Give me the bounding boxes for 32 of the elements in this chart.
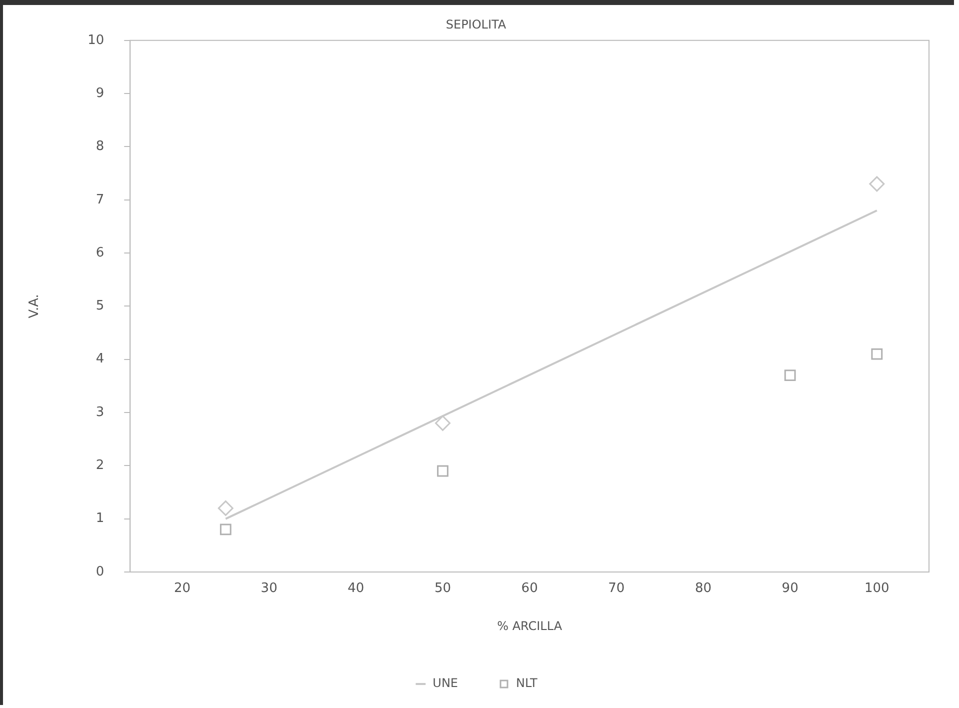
y-tick-label: 0 [96,564,104,580]
y-axis-title: V.A. [27,294,42,318]
point [871,348,883,360]
y-tick-label: 10 [88,32,104,48]
y-tick-label: 6 [96,245,104,260]
legend-label: UNE [432,676,458,690]
y-tick-label: 5 [96,298,104,314]
y-tick-label: 9 [96,86,104,101]
x-tick-label: 20 [174,581,191,596]
x-axis-title: % ARCILLA [497,618,563,633]
y-tick-label: 7 [96,192,104,208]
point [784,370,796,382]
x-tick-label: 100 [864,581,890,596]
y-tick-label: 8 [96,139,104,154]
x-tick-label: 40 [348,581,364,596]
point [437,465,448,477]
point [434,415,450,431]
x-tick-label: 50 [434,581,452,596]
x-tick-label: 30 [260,581,278,596]
legend-label: NLT [516,676,538,690]
y-tick-label: 2 [96,458,104,474]
chart-title: SEPIOLITA [446,17,507,32]
x-tick-label: 90 [782,581,798,596]
point [218,500,234,516]
point [869,176,885,192]
x-tick-label: 80 [694,581,712,596]
point [220,524,232,536]
x-tick-label: 70 [608,581,625,596]
y-tick-label: 1 [96,511,104,526]
x-tick-label: 60 [521,581,538,596]
y-tick-label: 3 [96,404,104,420]
y-tick-label: 4 [96,352,104,367]
